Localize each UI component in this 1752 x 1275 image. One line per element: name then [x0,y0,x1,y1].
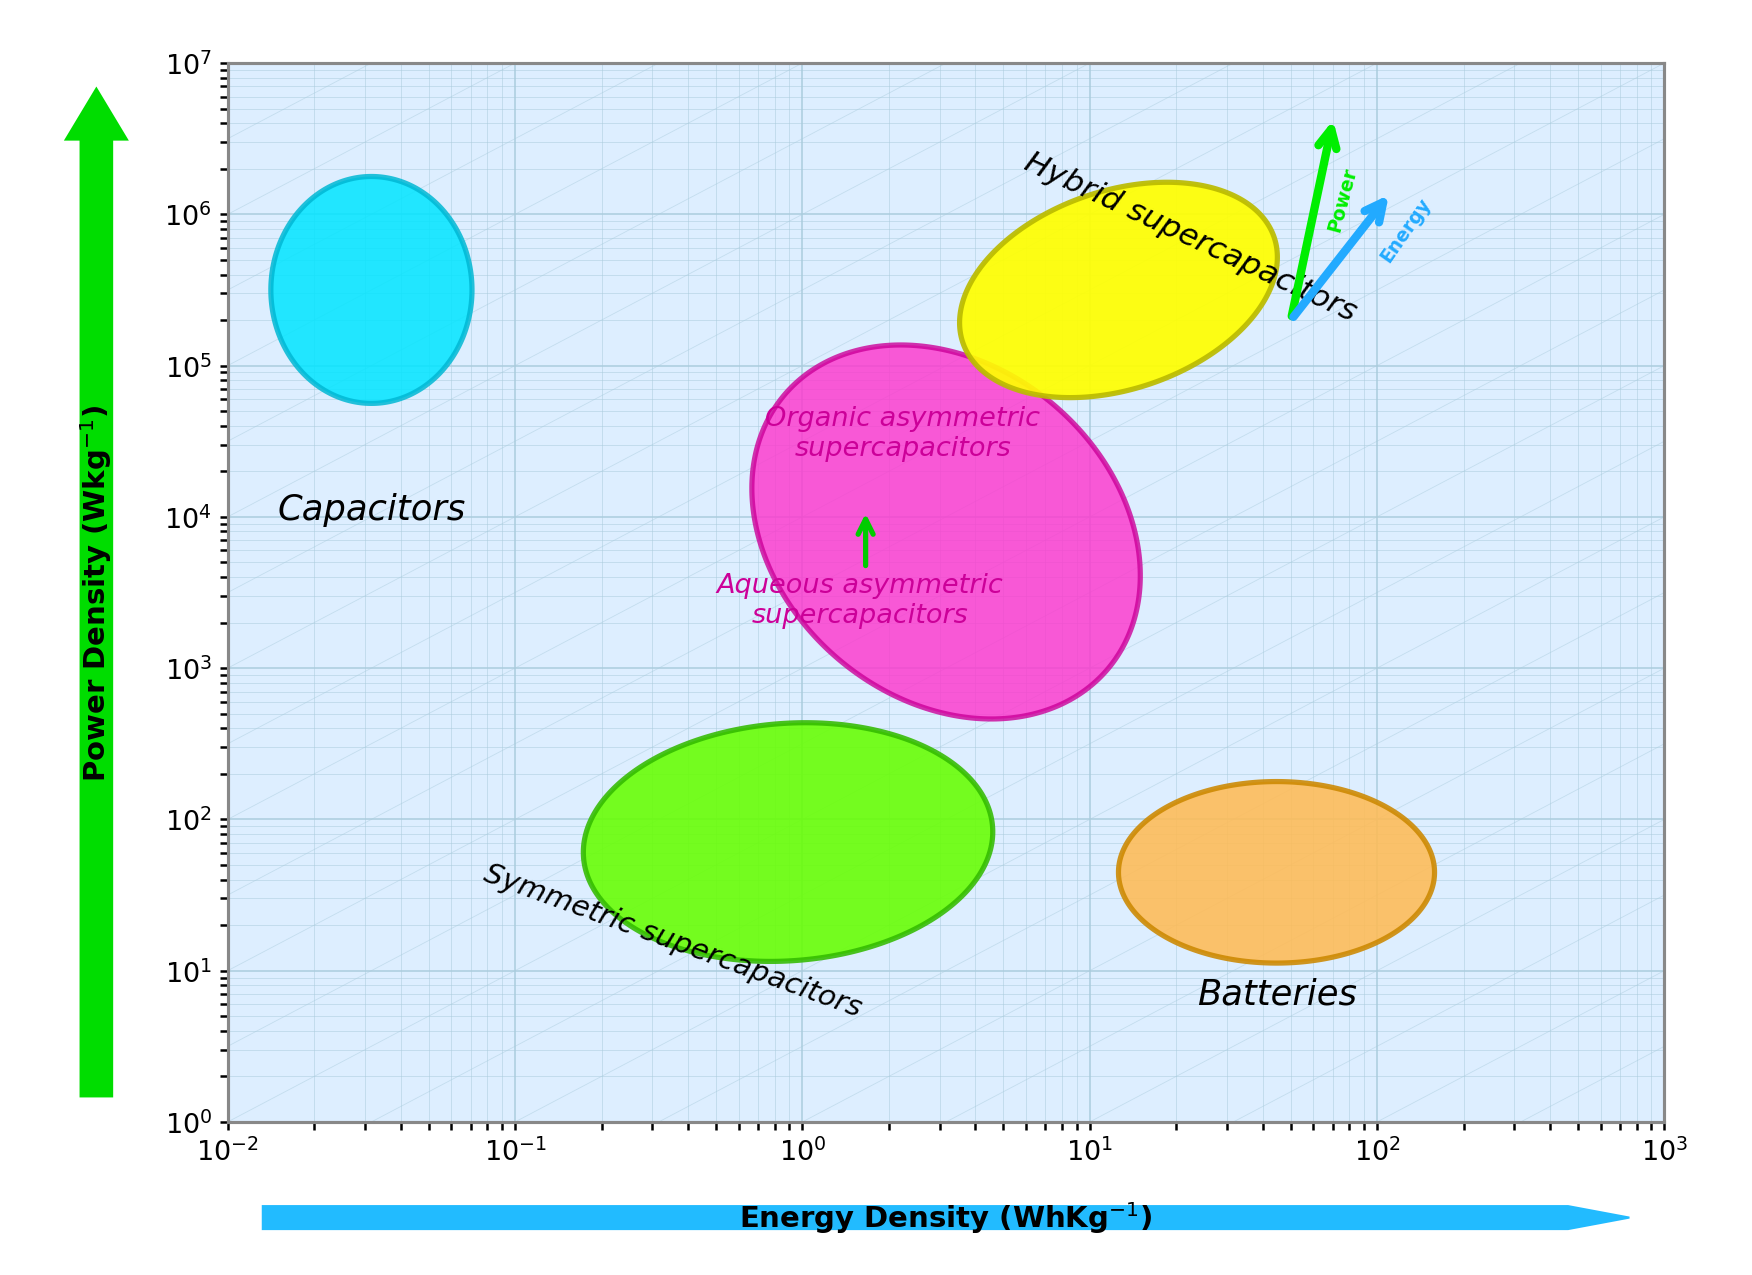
Polygon shape [752,346,1141,719]
Text: Symmetric supercapacitors: Symmetric supercapacitors [480,859,865,1023]
Polygon shape [272,177,471,404]
Text: Organic asymmetric
supercapacitors: Organic asymmetric supercapacitors [766,407,1041,462]
Text: Energy: Energy [1377,194,1435,265]
Polygon shape [583,723,993,961]
Polygon shape [1118,782,1435,963]
Text: Capacitors: Capacitors [277,492,466,527]
Text: Power: Power [1325,166,1360,235]
Polygon shape [960,182,1277,398]
Text: Energy Density (WhKg$^{-1}$): Energy Density (WhKg$^{-1}$) [739,1200,1153,1235]
Text: Power Density (Wkg$^{-1}$): Power Density (Wkg$^{-1}$) [79,404,114,782]
Text: Aqueous asymmetric
supercapacitors: Aqueous asymmetric supercapacitors [717,572,1004,629]
Text: Batteries: Batteries [1197,977,1356,1011]
Text: Hybrid supercapacitors: Hybrid supercapacitors [1020,148,1361,328]
